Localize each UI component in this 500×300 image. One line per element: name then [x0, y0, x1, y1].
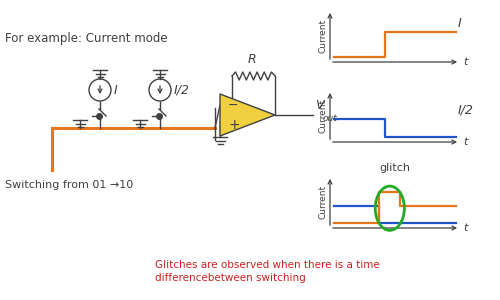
- Text: differencebetween switching: differencebetween switching: [155, 273, 306, 283]
- Text: Current: Current: [319, 19, 328, 53]
- Text: Current: Current: [319, 99, 328, 133]
- Text: I: I: [114, 83, 118, 97]
- Text: Switching from 01 →10: Switching from 01 →10: [5, 180, 133, 190]
- Text: t: t: [463, 137, 468, 147]
- Text: I/2: I/2: [174, 83, 190, 97]
- Text: +: +: [228, 118, 239, 132]
- Text: For example: Current mode: For example: Current mode: [5, 32, 168, 45]
- Text: glitch: glitch: [380, 163, 410, 173]
- Text: I/2: I/2: [458, 103, 474, 117]
- Text: R: R: [247, 53, 256, 66]
- Text: out: out: [323, 114, 338, 123]
- Text: t: t: [463, 57, 468, 67]
- Text: −: −: [228, 98, 238, 112]
- Polygon shape: [220, 94, 275, 136]
- Text: Glitches are observed when there is a time: Glitches are observed when there is a ti…: [155, 260, 380, 270]
- Text: t: t: [463, 223, 468, 233]
- Text: V: V: [315, 99, 324, 112]
- Text: Current: Current: [319, 185, 328, 219]
- Text: I: I: [458, 17, 462, 30]
